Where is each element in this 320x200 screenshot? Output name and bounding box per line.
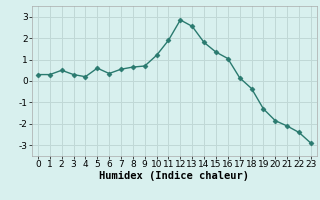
X-axis label: Humidex (Indice chaleur): Humidex (Indice chaleur) <box>100 171 249 181</box>
